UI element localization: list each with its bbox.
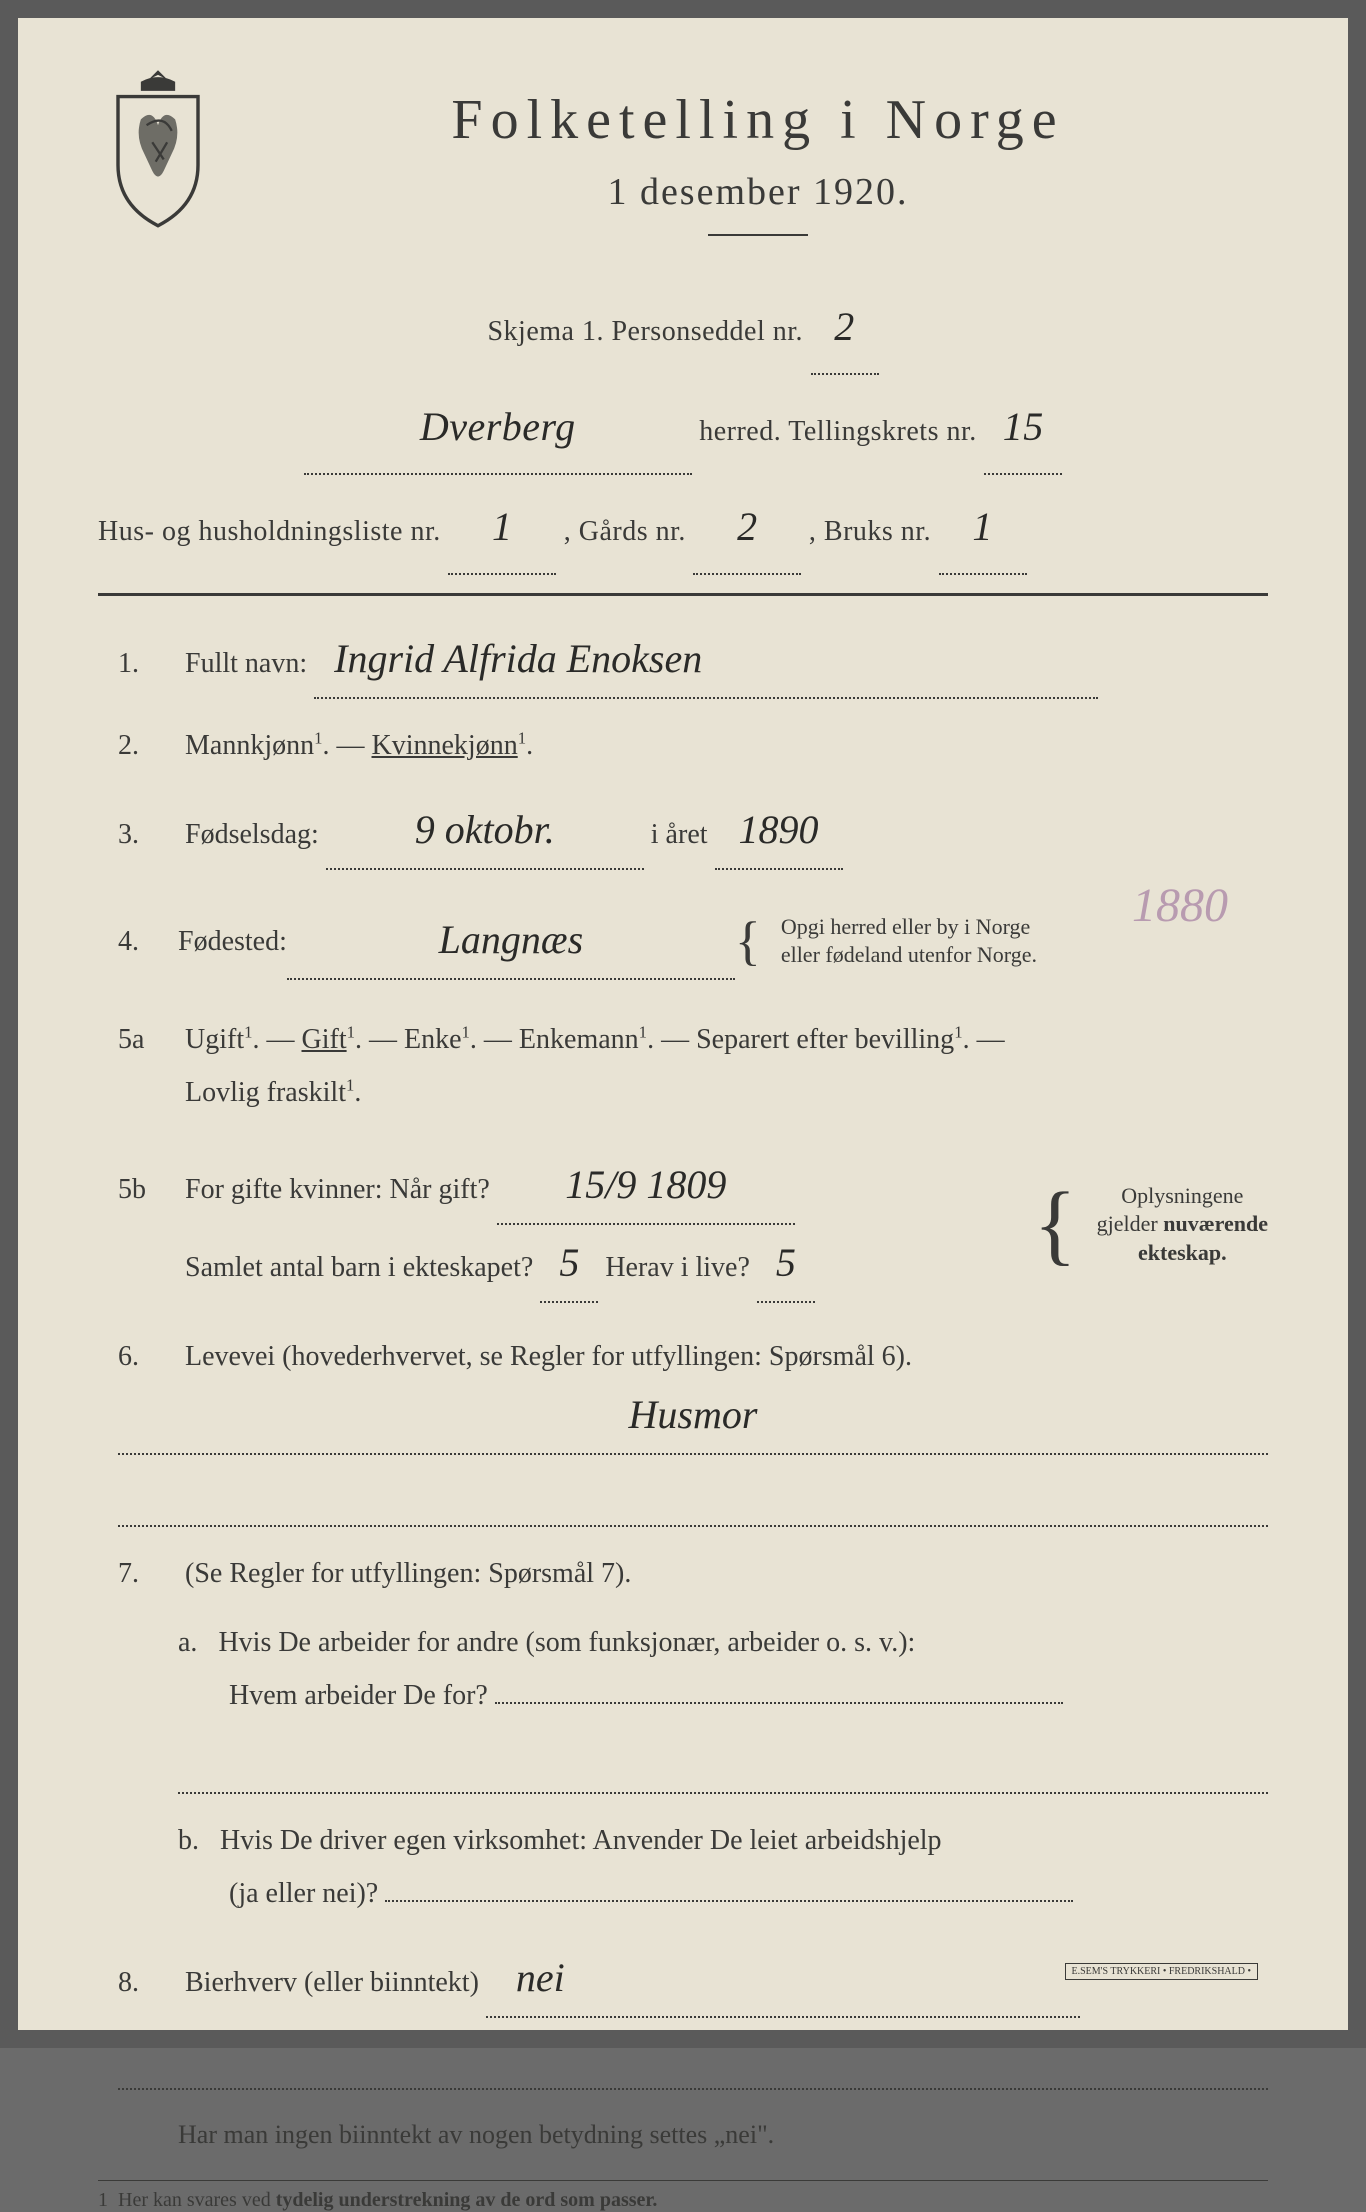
opt-fraskilt: Lovlig fraskilt: [185, 1077, 346, 1108]
skjema-line: Skjema 1. Personseddel nr. 2: [98, 281, 1268, 375]
main-title: Folketelling i Norge: [248, 88, 1268, 152]
hus-line: Hus- og husholdningsliste nr. 1 , Gårds …: [98, 481, 1268, 575]
title-divider: [708, 234, 808, 236]
opt-ugift: Ugift: [185, 1024, 244, 1055]
opt-enke: Enke: [404, 1024, 462, 1055]
brace-icon: {: [735, 890, 761, 993]
hus-nr: 1: [492, 481, 513, 573]
coat-of-arms-icon: [98, 68, 218, 228]
opt-gift: Gift: [302, 1024, 347, 1055]
section-divider: [98, 593, 1268, 596]
q3: 3. Fødselsdag: 9 oktobr. i året 1890: [98, 792, 1268, 870]
q2: 2. Mannkjønn1. — Kvinnekjønn1.: [98, 719, 1268, 772]
brace-icon: {: [1033, 1139, 1076, 1310]
birth-day: 9 oktobr.: [415, 792, 555, 868]
subtitle-date: 1 desember 1920.: [248, 170, 1268, 214]
opt-separert: Separert efter bevilling: [696, 1024, 954, 1055]
tellingskrets-nr: 15: [1003, 381, 1044, 473]
q1: 1. Fullt navn: Ingrid Alfrida Enoksen: [98, 621, 1268, 699]
q4-aside: Opgi herred eller by i Norge eller fødel…: [781, 913, 1037, 970]
children-alive: 5: [776, 1225, 796, 1301]
printer-mark: E.SEM'S TRYKKERI • FREDRIKSHALD •: [1065, 1963, 1258, 1980]
q5b-aside: Oplysningene gjelder nuværende ekteskap.: [1097, 1182, 1268, 1268]
side-occupation: nei: [516, 1940, 565, 2016]
census-form-page: Folketelling i Norge 1 desember 1920. Sk…: [0, 0, 1366, 2048]
children-total: 5: [559, 1225, 579, 1301]
title-block: Folketelling i Norge 1 desember 1920.: [248, 68, 1268, 256]
pencil-annotation: 1880: [1132, 878, 1228, 933]
note-line: Har man ingen biinntekt av nogen betydni…: [98, 2110, 1268, 2159]
header: Folketelling i Norge 1 desember 1920.: [98, 68, 1268, 256]
q5b: 5b For gifte kvinner: Når gift? 15/9 180…: [98, 1139, 1268, 1310]
gards-nr: 2: [737, 481, 758, 573]
q5a: 5a Ugift1. — Gift1. — Enke1. — Enkemann1…: [98, 1013, 1268, 1119]
opt-enkemann: Enkemann: [519, 1024, 639, 1055]
q7: 7. (Se Regler for utfyllingen: Spørsmål …: [98, 1547, 1268, 1920]
personseddel-nr: 2: [834, 281, 855, 373]
herred-line: Dverberg herred. Tellingskrets nr. 15: [98, 381, 1268, 475]
bruks-nr: 1: [972, 481, 993, 573]
gender-selected: Kvinnekjønn: [372, 730, 518, 761]
q6: 6. Levevei (hovederhvervet, se Regler fo…: [98, 1330, 1268, 1527]
q4: 4. Fødested: Langnæs { Opgi herred eller…: [98, 890, 1268, 993]
married-date: 15/9 1809: [565, 1147, 726, 1223]
birth-year: 1890: [739, 792, 819, 868]
full-name: Ingrid Alfrida Enoksen: [334, 621, 702, 697]
footnote: 1 Her kan svares ved tydelig understrekn…: [98, 2180, 1268, 2212]
occupation: Husmor: [629, 1377, 758, 1453]
birthplace: Langnæs: [439, 902, 584, 978]
herred-name: Dverberg: [420, 381, 576, 473]
